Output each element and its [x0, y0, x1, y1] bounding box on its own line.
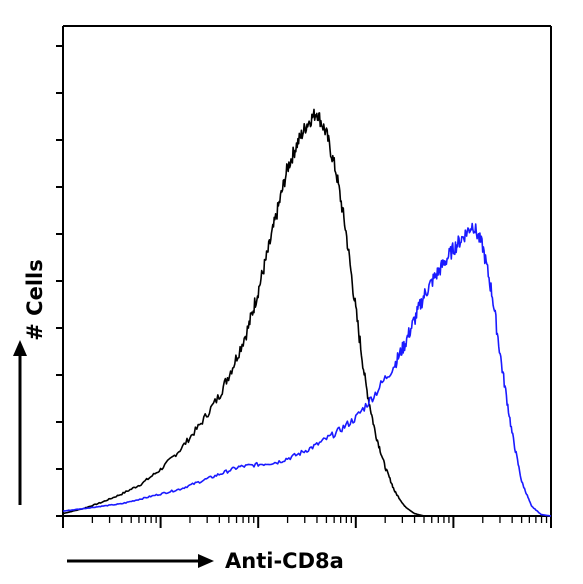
series-line-1 — [62, 222, 552, 517]
x-axis-ticks — [62, 516, 552, 528]
plot-frame — [62, 25, 552, 517]
x-axis-title: Anti-CD8a — [225, 549, 344, 573]
series-line-0 — [62, 108, 551, 517]
y-axis-title: # Cells — [23, 259, 47, 340]
series-layer — [62, 108, 552, 517]
y-axis-ticks — [56, 45, 63, 517]
x-axis-arrow-head — [198, 554, 214, 568]
y-axis-arrow-head — [13, 340, 27, 356]
